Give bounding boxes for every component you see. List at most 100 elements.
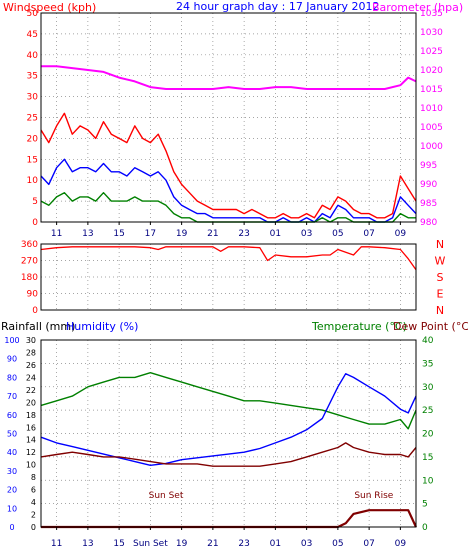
wind-tick-label: 45 xyxy=(27,30,38,40)
avg-series xyxy=(40,158,417,223)
temp-tick-label: 5 xyxy=(422,500,428,510)
humidity-tick-label: 20 xyxy=(26,398,36,407)
wind-panel-xtick-label: 19 xyxy=(176,229,188,239)
temp-panel-xtick-label: Sun Set xyxy=(133,539,168,549)
wind-tick-label: 35 xyxy=(27,72,38,82)
dewpoint-label: Dew Point (°C) xyxy=(393,320,468,333)
humidity-series xyxy=(40,373,417,466)
windspeed-label: Windspeed (kph) xyxy=(3,1,96,14)
temp-panel-xtick-label: 01 xyxy=(270,539,281,549)
barometer-label: Barometer (hpa) xyxy=(372,1,463,14)
wind-tick-label: 50 xyxy=(27,9,39,19)
temp-tick-label: 15 xyxy=(422,453,433,463)
wind-panel-xtick-label: 03 xyxy=(301,229,312,239)
dir-tick-label: 360 xyxy=(21,240,38,250)
wind-panel-frame xyxy=(40,12,417,223)
baro-tick-label: 995 xyxy=(420,161,437,171)
chart-marks: 0510152025303540455098098599099510001005… xyxy=(4,9,445,549)
humidity-tick-label: 14 xyxy=(26,436,36,445)
wind-panel-xtick-label: 07 xyxy=(363,229,374,239)
rain-tick-label: 40 xyxy=(7,448,17,457)
wind-tick-label: 5 xyxy=(32,197,38,207)
rain-tick-label: 10 xyxy=(7,504,17,513)
baro-tick-label: 1015 xyxy=(420,85,443,95)
rain-tick-label: 0 xyxy=(9,523,14,532)
baro-tick-label: 1020 xyxy=(420,66,443,76)
annotation-label: Sun Rise xyxy=(354,491,393,501)
dir-tick-label: 0 xyxy=(32,306,38,316)
wind-panel-xtick-label: 17 xyxy=(145,229,156,239)
wind-tick-label: 20 xyxy=(27,134,39,144)
wind-tick-label: 0 xyxy=(32,218,38,228)
humidity-tick-label: 18 xyxy=(26,411,36,420)
rain-tick-label: 70 xyxy=(7,392,17,401)
temp-tick-label: 0 xyxy=(422,523,428,533)
compass-label: N xyxy=(436,304,444,317)
temp-tick-label: 40 xyxy=(422,336,434,346)
humidity-tick-label: 28 xyxy=(26,348,36,357)
temp-tick-label: 35 xyxy=(422,359,433,369)
temp-panel-xtick-label: 07 xyxy=(363,539,374,549)
humidity-tick-label: 0 xyxy=(31,523,36,532)
baro-tick-label: 1005 xyxy=(420,123,443,133)
wind-panel-xtick-label: 15 xyxy=(113,229,124,239)
humidity-tick-label: 10 xyxy=(26,461,36,470)
rain-tick-label: 90 xyxy=(7,355,17,364)
humidity-tick-label: 30 xyxy=(26,336,36,345)
baro-tick-label: 990 xyxy=(420,180,437,190)
baro-tick-label: 980 xyxy=(420,218,437,228)
humidity-tick-label: 22 xyxy=(26,386,36,395)
baro-tick-label: 1000 xyxy=(420,142,443,152)
temp-panel-xtick-label: 15 xyxy=(113,539,124,549)
humidity-tick-label: 4 xyxy=(31,498,36,507)
temperature-label: Temperature (°C) xyxy=(311,320,407,333)
dir-tick-label: 180 xyxy=(21,273,38,283)
humidity-label: Humidity (%) xyxy=(66,320,138,333)
wind-panel-xtick-label: 09 xyxy=(395,229,407,239)
wind-tick-label: 30 xyxy=(27,93,39,103)
wind-tick-label: 25 xyxy=(27,114,38,124)
temp-tick-label: 20 xyxy=(422,430,434,440)
wind-panel-xtick-label: 21 xyxy=(207,229,218,239)
annotation-label: Sun Set xyxy=(149,491,184,501)
rainfall-label: Rainfall (mm) xyxy=(1,320,75,333)
dir-tick-label: 90 xyxy=(27,290,39,300)
temp-panel-xtick-label: 19 xyxy=(176,539,188,549)
humidity-tick-label: 6 xyxy=(31,486,36,495)
temp-panel-xtick-label: 13 xyxy=(82,539,93,549)
baro-tick-label: 1025 xyxy=(420,47,443,57)
rain-tick-label: 100 xyxy=(4,336,19,345)
humidity-tick-label: 24 xyxy=(26,373,36,382)
dew_point-series xyxy=(40,442,417,467)
compass-label: S xyxy=(437,271,444,284)
compass-label: N xyxy=(436,238,444,251)
baro-tick-label: 1030 xyxy=(420,28,443,38)
temp-panel-frame xyxy=(40,339,417,528)
chart-title: 24 hour graph day : 17 January 2012 xyxy=(176,0,380,13)
rain-tick-label: 80 xyxy=(7,373,17,382)
temp-tick-label: 30 xyxy=(422,383,434,393)
wind-panel-xtick-label: 01 xyxy=(270,229,281,239)
temp-tick-label: 25 xyxy=(422,406,433,416)
baro-series xyxy=(41,65,417,90)
humidity-tick-label: 12 xyxy=(26,448,36,457)
temp-panel-xtick-label: 09 xyxy=(395,539,407,549)
wind-panel-xtick-label: 23 xyxy=(238,229,249,239)
temp-panel-xtick-label: 03 xyxy=(301,539,312,549)
rain-tick-label: 60 xyxy=(7,411,17,420)
wind-panel-xtick-label: 05 xyxy=(332,229,343,239)
humidity-tick-label: 2 xyxy=(31,511,36,520)
dir-tick-label: 270 xyxy=(21,257,38,267)
rain-tick-label: 50 xyxy=(7,430,17,439)
humidity-tick-label: 16 xyxy=(26,423,36,432)
compass-label: W xyxy=(435,255,446,268)
baro-tick-label: 1035 xyxy=(420,9,443,19)
temp-tick-label: 10 xyxy=(422,476,434,486)
dir-panel-frame xyxy=(40,243,417,311)
rain-tick-label: 30 xyxy=(7,467,17,476)
wind-panel-xtick-label: 13 xyxy=(82,229,93,239)
rain-tick-label: 20 xyxy=(7,486,17,495)
temp-panel-xtick-label: 11 xyxy=(51,539,62,549)
